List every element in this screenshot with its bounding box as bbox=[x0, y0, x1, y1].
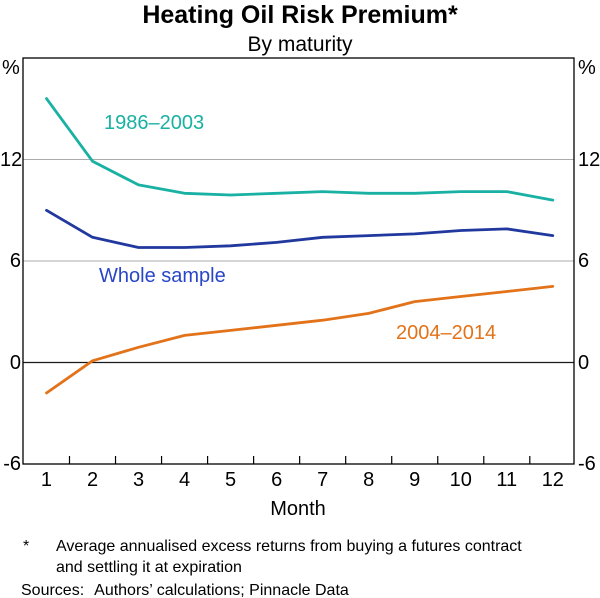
y-axis-unit-right: % bbox=[578, 57, 596, 79]
series-label-whole-sample: Whole sample bbox=[99, 265, 226, 287]
y-tick-label: 12 bbox=[0, 148, 23, 171]
series-line-1986–2003 bbox=[45, 97, 555, 202]
chart-subtitle: By maturity bbox=[247, 33, 353, 56]
footnote-line: Average annualised excess returns from b… bbox=[56, 538, 522, 555]
y-tick-label: 0 bbox=[578, 351, 590, 374]
x-axis-title: Month bbox=[270, 498, 326, 520]
sources: Sources: Authors’ calculations; Pinnacle… bbox=[21, 581, 349, 598]
x-tick-label: 9 bbox=[409, 469, 421, 491]
series-line-Whole-sample bbox=[45, 208, 555, 249]
series-label-1986-2003: 1986–2003 bbox=[104, 112, 205, 134]
x-tick-label: 3 bbox=[132, 469, 145, 491]
chart-title: Heating Oil Risk Premium* bbox=[142, 1, 458, 29]
y-tick-label: 6 bbox=[578, 250, 590, 272]
x-tick-label: 6 bbox=[271, 469, 283, 491]
x-tick-label: 10 bbox=[449, 469, 472, 491]
y-tick-label: -6 bbox=[578, 453, 596, 475]
footnote: * Average annualised excess returns from… bbox=[23, 536, 568, 578]
x-tick-label: 7 bbox=[317, 469, 329, 491]
sources-label: Sources: bbox=[21, 582, 85, 598]
y-tick-label: 12 bbox=[578, 148, 600, 171]
footnote-line: and settling it at expiration bbox=[56, 559, 242, 576]
x-tick-label: 2 bbox=[86, 469, 99, 491]
series-label-2004-2014: 2004–2014 bbox=[396, 322, 497, 344]
x-tick-label: 8 bbox=[363, 469, 375, 491]
x-tick-label: 5 bbox=[225, 469, 237, 491]
footnote-marker: * bbox=[23, 538, 30, 555]
x-tick-label: 12 bbox=[541, 469, 564, 491]
y-tick-label: -6 bbox=[3, 453, 21, 475]
series-line-2004–2014 bbox=[45, 284, 555, 395]
x-tick-label: 1 bbox=[40, 469, 53, 491]
x-tick-label: 11 bbox=[496, 469, 518, 491]
footnote-text: Average annualised excess returns from b… bbox=[56, 536, 522, 578]
plot-frame bbox=[22, 57, 575, 465]
y-tick-label: 6 bbox=[9, 250, 21, 272]
y-axis-unit-left: % bbox=[2, 57, 20, 79]
x-tick-label: 4 bbox=[179, 469, 191, 491]
sources-text: Authors’ calculations; Pinnacle Data bbox=[94, 582, 349, 598]
y-tick-label: 0 bbox=[9, 351, 21, 374]
